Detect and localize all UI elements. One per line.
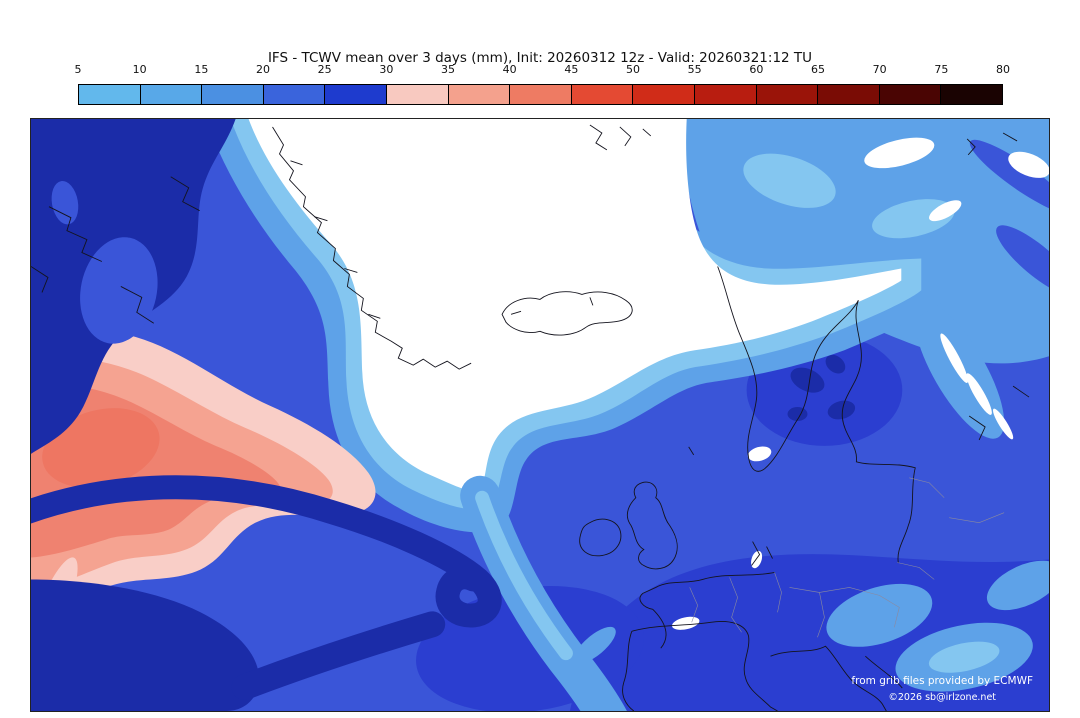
- colorbar-cell: [818, 85, 880, 104]
- colorbar-cell: [263, 85, 326, 104]
- baltic-coast: [841, 300, 916, 563]
- colorbar-cell: [140, 85, 203, 104]
- navy-band-region: [31, 119, 502, 711]
- colorbar-tick: 75: [934, 63, 949, 76]
- iberia-coast: [622, 621, 778, 711]
- colorbar-tick: 5: [74, 63, 82, 76]
- colorbar-tick: 10: [132, 63, 147, 76]
- canada-coast: [31, 176, 200, 324]
- colorbar-tick: 45: [564, 63, 579, 76]
- credit-copyright: ©2026 sb@irlzone.net: [888, 692, 997, 703]
- colorbar-tick: 50: [626, 63, 640, 76]
- europe-north-coast: [639, 572, 775, 649]
- credits: from grib files provided by ECMWF ©2026 …: [851, 675, 1033, 703]
- greenland-coast: [272, 126, 472, 370]
- mediterranean-coast: [770, 645, 903, 711]
- iceland-coast: [501, 291, 633, 336]
- colorbar-cell: [633, 85, 695, 104]
- tcwv-field: [31, 119, 1049, 711]
- coastlines: [31, 124, 1030, 711]
- weather-map-svg: [31, 119, 1049, 711]
- ireland-coast: [579, 518, 622, 557]
- chart-title: IFS - TCWV mean over 3 days (mm), Init: …: [267, 50, 813, 66]
- colorbar-tick: 35: [441, 63, 455, 76]
- country-borders: [689, 477, 1005, 638]
- colorbar-tick: 25: [317, 63, 332, 76]
- colorbar-tick: 70: [872, 63, 887, 76]
- colorbar-tick: 30: [379, 63, 394, 76]
- russia-lakes: [966, 132, 1030, 441]
- colorbar-cell: [879, 85, 942, 104]
- colorbar-cell: [79, 85, 141, 104]
- colorbar-tick: 80: [996, 63, 1010, 76]
- colorbar-tick: 65: [811, 63, 825, 76]
- colorbar-cell: [571, 85, 634, 104]
- colorbar-cell: [448, 85, 511, 104]
- colorbar-ticks: 5 10 15 20 25 30 35 40 45 50 55 60 65 70 75 80: [74, 63, 1011, 78]
- svalbard-coast: [589, 124, 652, 151]
- white-low-tcwv-region: [248, 119, 902, 492]
- colorbar-cell: [941, 85, 1002, 104]
- scandinavia-coast: [717, 266, 859, 472]
- colorbar-cell: [386, 85, 449, 104]
- credit-source: from grib files provided by ECMWF: [851, 675, 1033, 687]
- britain-coast: [626, 481, 678, 570]
- colorbar-cell: [202, 85, 264, 104]
- colorbar-tick: 15: [194, 63, 209, 76]
- map-area: from grib files provided by ECMWF ©2026 …: [30, 118, 1050, 712]
- colorbar-cell: [325, 85, 387, 104]
- colorbar-cell: [694, 85, 757, 104]
- colorbar-cell: [510, 85, 572, 104]
- denmark-coast: [751, 541, 773, 566]
- colorbar-cell: [756, 85, 819, 104]
- colorbar-tick: 60: [749, 63, 764, 76]
- colorbar-tick: 55: [687, 63, 702, 76]
- colorbar-tick: 20: [256, 63, 270, 76]
- white-dry-patches: [671, 137, 1049, 630]
- colorbar-tick: 40: [502, 63, 517, 76]
- colorbar: [78, 84, 1003, 105]
